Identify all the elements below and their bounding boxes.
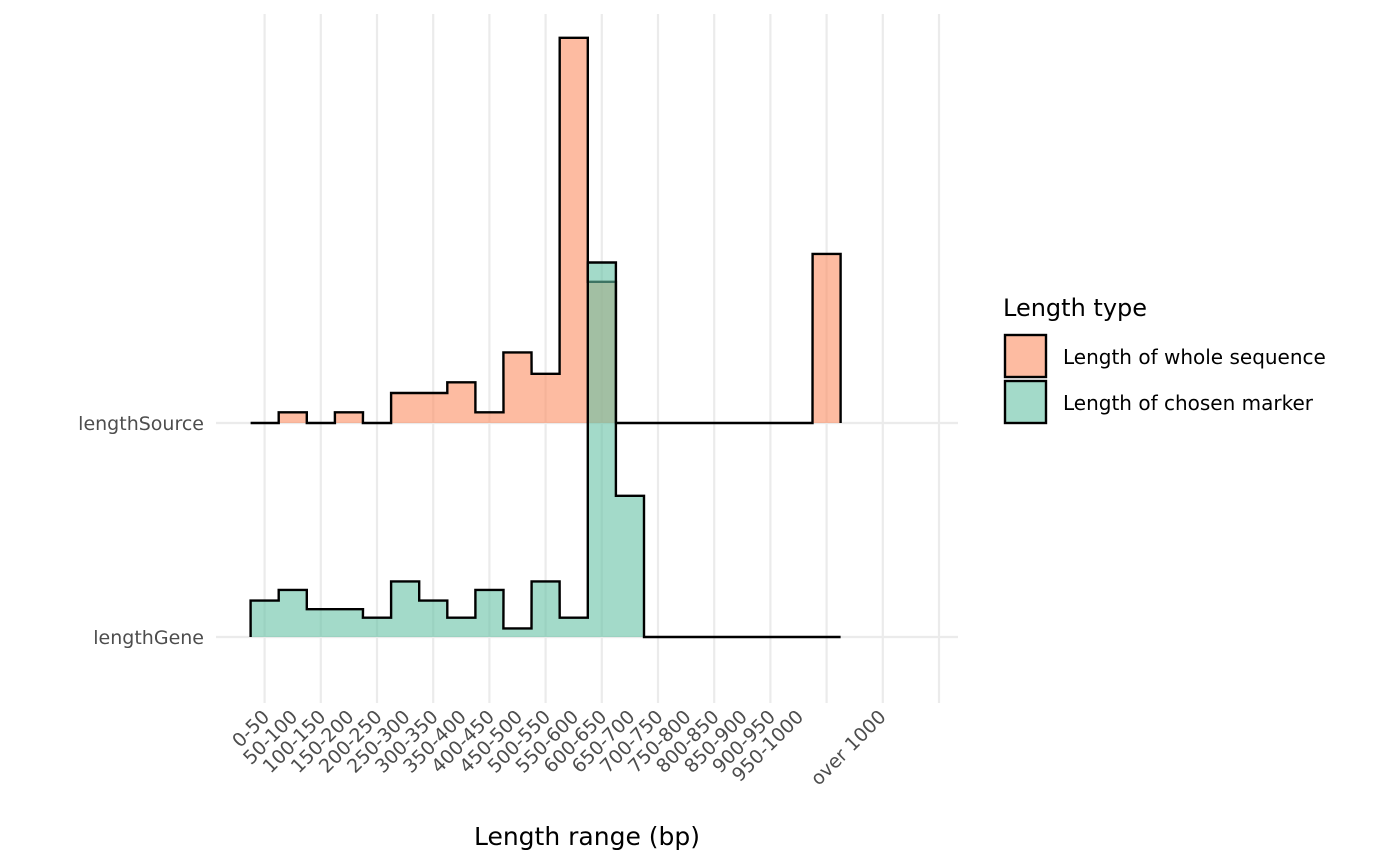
- series-lengthGene: [249, 261, 841, 639]
- ridge-outline-lengthSource: [250, 36, 842, 425]
- ridge-outline-lengthGene: [249, 261, 841, 639]
- y-tick-label: lengthGene: [93, 627, 204, 649]
- y-tick-label: lengthSource: [78, 413, 204, 435]
- series-lengthSource: [250, 36, 842, 425]
- legend-items: Length of whole sequence Length of chosen…: [1003, 333, 1326, 425]
- y-tick-labels: lengthGene lengthSource: [78, 413, 204, 649]
- legend-title: Length type: [1003, 294, 1147, 322]
- legend-swatch: [1003, 333, 1048, 379]
- x-axis-title: Length range (bp): [474, 822, 700, 851]
- x-tick-label: over 1000: [807, 706, 891, 790]
- x-tick-labels: 0-5050-100100-150150-200200-250250-30030…: [228, 706, 890, 790]
- legend: Length type Length of whole sequenceLeng…: [1003, 294, 1326, 425]
- legend-swatch: [1003, 379, 1048, 425]
- series-layer: [249, 36, 842, 639]
- legend-label: Length of chosen marker: [1063, 391, 1314, 415]
- legend-label: Length of whole sequence: [1063, 345, 1326, 369]
